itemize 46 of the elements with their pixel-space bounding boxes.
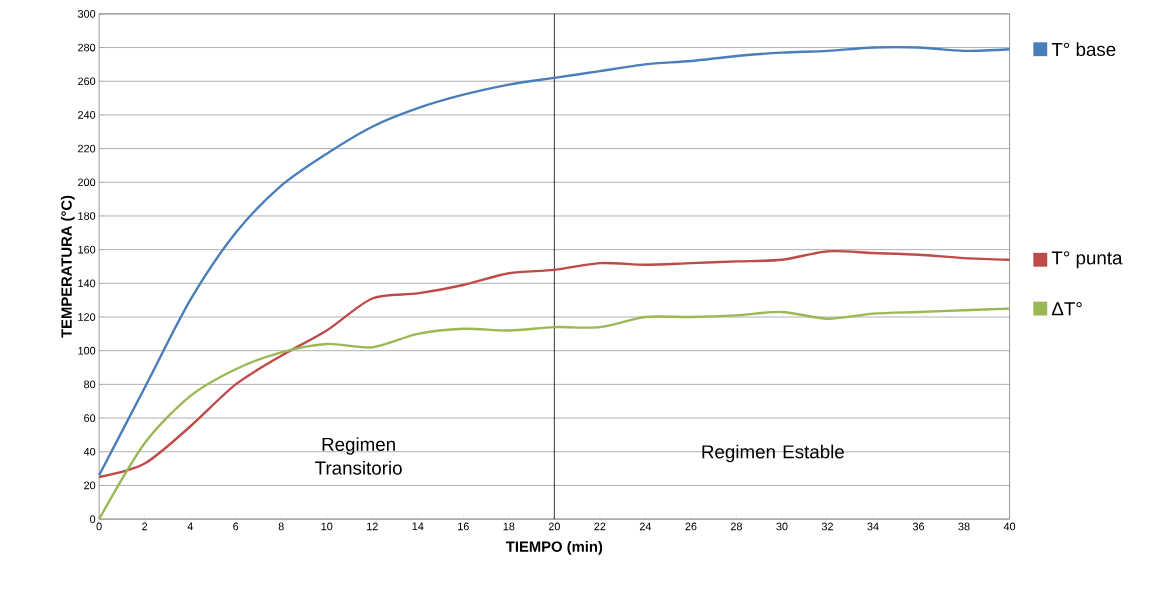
y-tick-label: 220 [78,144,96,153]
x-tick-label: 20 [548,522,560,531]
y-tick-label: 240 [78,110,96,119]
line-series [97,249,1011,479]
x-tick-label: 4 [187,522,193,530]
y-tick-label: 200 [78,178,96,186]
x-tick-label: 14 [412,522,424,530]
x-tick-label: 12 [367,522,378,530]
x-tick-label: 6 [233,522,239,531]
y-tick-label: 300 [77,9,96,18]
y-tick-label: 260 [78,77,96,85]
legend-label: T° base [1051,42,1116,56]
y-tick-label: 180 [78,211,96,220]
y-tick-label: 40 [83,447,96,456]
line-series [97,45,1011,477]
x-tick-label: 16 [458,522,469,531]
x-tick-label: 40 [1003,522,1016,531]
x-axis-title: TIEMPO (min) [506,540,603,555]
x-tick-label: 0 [96,522,102,531]
x-tick-label: 26 [685,522,697,531]
legend-label: T° punta [1051,251,1123,269]
y-tick-label: 60 [84,414,96,422]
x-tick-label: 2 [142,522,148,530]
y-tick-label: 20 [84,481,96,490]
x-tick-label: 32 [821,522,833,531]
x-tick-label: 30 [776,522,788,531]
y-axis-title: TEMPERATURA (°C) [60,195,75,338]
x-tick-label: 38 [958,522,970,531]
y-tick-label: 280 [78,43,96,52]
y-tick-label: 100 [78,346,96,355]
x-tick-label: 18 [503,522,515,531]
x-tick-label: 8 [278,522,284,531]
x-tick-label: 10 [321,522,333,531]
annotation: Regimen Estable [702,444,844,462]
legend-label: ΔT° [1051,301,1082,315]
x-tick-label: 22 [594,522,606,530]
y-tick-label: 120 [78,312,96,321]
x-tick-label: 34 [867,522,879,531]
y-tick-label: 140 [78,279,96,287]
y-tick-label: 0 [90,515,96,523]
y-tick-label: 80 [84,380,96,389]
x-tick-label: 24 [639,522,652,530]
annotation: Regimen Transitorio [315,437,402,475]
x-tick-label: 28 [730,522,742,531]
y-tick-label: 160 [78,245,96,254]
x-tick-label: 36 [912,522,925,531]
